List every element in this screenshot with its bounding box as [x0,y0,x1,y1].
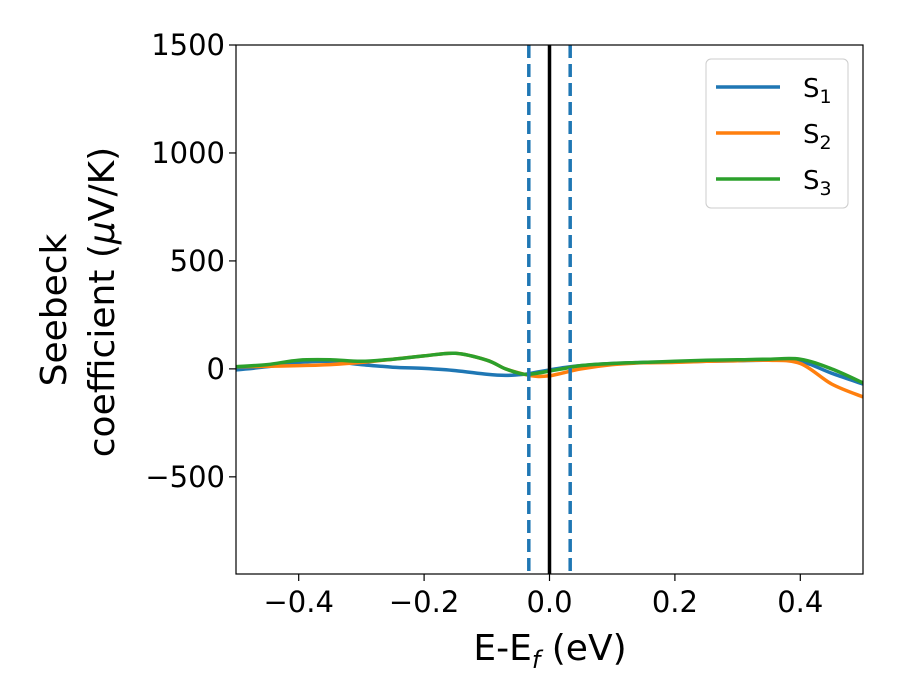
legend-label-1: S1 [803,74,832,108]
series-line-3 [236,351,863,385]
plot-area [236,45,863,574]
x-tick-label: 0.0 [526,585,572,619]
legend-label-3: S3 [803,166,832,200]
x-axis: −0.4 −0.2 0.0 0.2 0.4 [263,574,823,619]
y-tick-label: 500 [170,244,225,278]
y-tick-label: 1500 [151,28,225,62]
y-tick-label: −500 [145,460,225,494]
x-axis-label: E-Ef (eV) [473,628,626,674]
legend-label-2: S2 [803,120,832,154]
x-tick-label: −0.2 [389,585,459,619]
x-tick-label: −0.4 [263,585,333,619]
legend: S1 S2 S3 [705,58,849,209]
y-axis-label-line1: Seebeck [34,233,75,386]
x-tick-label: 0.2 [652,585,698,619]
y-axis-label-line2: coefficient (μV/K) [82,147,123,457]
y-tick-label: 0 [207,352,225,386]
y-axis: −500 0 500 1000 1500 [145,28,236,494]
x-tick-label: 0.4 [777,585,823,619]
y-tick-label: 1000 [151,136,225,170]
